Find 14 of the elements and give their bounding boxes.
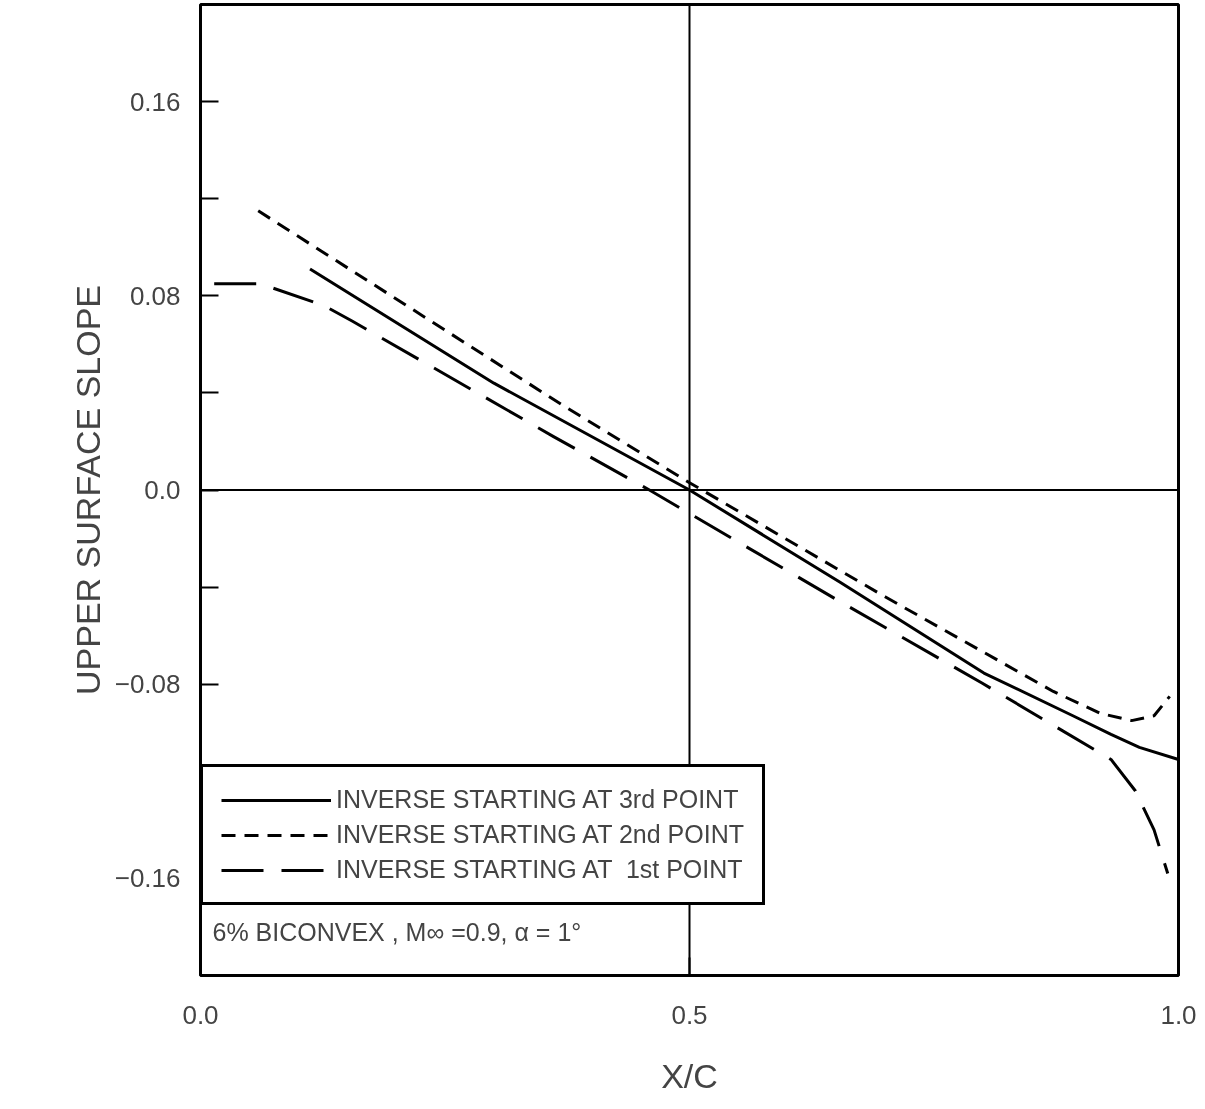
- y-tick-label: 0.0: [144, 475, 181, 505]
- x-axis-title: X/C: [661, 1056, 718, 1095]
- x-tick-label: 0.0: [182, 999, 219, 1030]
- y-tick-label: −0.08: [114, 669, 181, 700]
- annotation: 6% BICONVEX , M∞ =0.9, α = 1°: [212, 917, 582, 946]
- y-tick-label: 0.16: [129, 86, 181, 117]
- x-tick-label: 1.0: [1160, 999, 1197, 1030]
- legend-label: INVERSE STARTING AT 3rd POINT: [336, 785, 739, 814]
- x-tick-label: 0.5: [671, 999, 708, 1030]
- y-tick-label: 0.08: [129, 280, 181, 311]
- y-axis-title: UPPER SURFACE SLOPE: [68, 284, 107, 695]
- legend-label: INVERSE STARTING AT 1st POINT: [336, 855, 743, 884]
- legend-label: INVERSE STARTING AT 2nd POINT: [336, 820, 744, 849]
- y-tick-label: −0.16: [114, 863, 181, 894]
